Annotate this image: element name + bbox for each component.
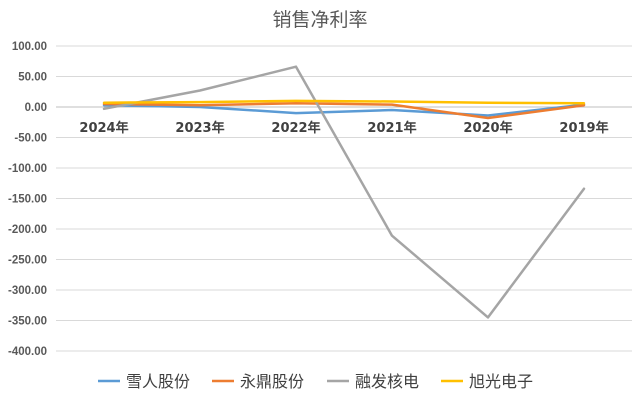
series-line bbox=[102, 102, 586, 120]
x-axis-ticks: 2024年 2023年 2022年 2021年 2020年 2019年 bbox=[79, 120, 608, 136]
x-tick-label: 2024年 bbox=[79, 120, 128, 136]
legend-label: 雪人股份 bbox=[126, 372, 190, 391]
y-tick-label: -50.00 bbox=[14, 133, 47, 145]
legend-label: 旭光电子 bbox=[469, 372, 533, 391]
gridlines bbox=[56, 45, 632, 352]
series-line bbox=[102, 99, 586, 105]
x-tick-label: 2022年 bbox=[271, 120, 320, 136]
x-tick-label: 2019年 bbox=[559, 120, 608, 136]
legend: 雪人股份 永鼎股份 融发核电 旭光电子 bbox=[98, 372, 533, 391]
y-tick-label: -350.00 bbox=[8, 316, 47, 328]
y-axis-ticks: 100.00 50.00 0.00 -50.00 -100.00 -150.00 -200.… bbox=[8, 41, 47, 358]
series-line bbox=[102, 65, 586, 319]
y-tick-label: -200.00 bbox=[8, 224, 47, 236]
y-tick-label: -300.00 bbox=[8, 285, 47, 297]
x-tick-label: 2021年 bbox=[367, 120, 416, 136]
series-line bbox=[102, 103, 586, 117]
series-lines bbox=[102, 65, 586, 319]
chart-title: 销售净利率 bbox=[272, 9, 367, 31]
y-tick-label: -250.00 bbox=[8, 255, 47, 267]
x-tick-label: 2020年 bbox=[463, 120, 512, 136]
x-tick-label: 2023年 bbox=[175, 120, 224, 136]
legend-label: 永鼎股份 bbox=[240, 372, 304, 391]
y-tick-label: -150.00 bbox=[8, 194, 47, 206]
y-tick-label: 50.00 bbox=[18, 72, 47, 84]
legend-label: 融发核电 bbox=[355, 372, 419, 391]
y-tick-label: -400.00 bbox=[8, 346, 47, 358]
y-tick-label: -100.00 bbox=[8, 163, 47, 175]
y-tick-label: 0.00 bbox=[25, 102, 47, 114]
y-tick-label: 100.00 bbox=[12, 41, 47, 53]
